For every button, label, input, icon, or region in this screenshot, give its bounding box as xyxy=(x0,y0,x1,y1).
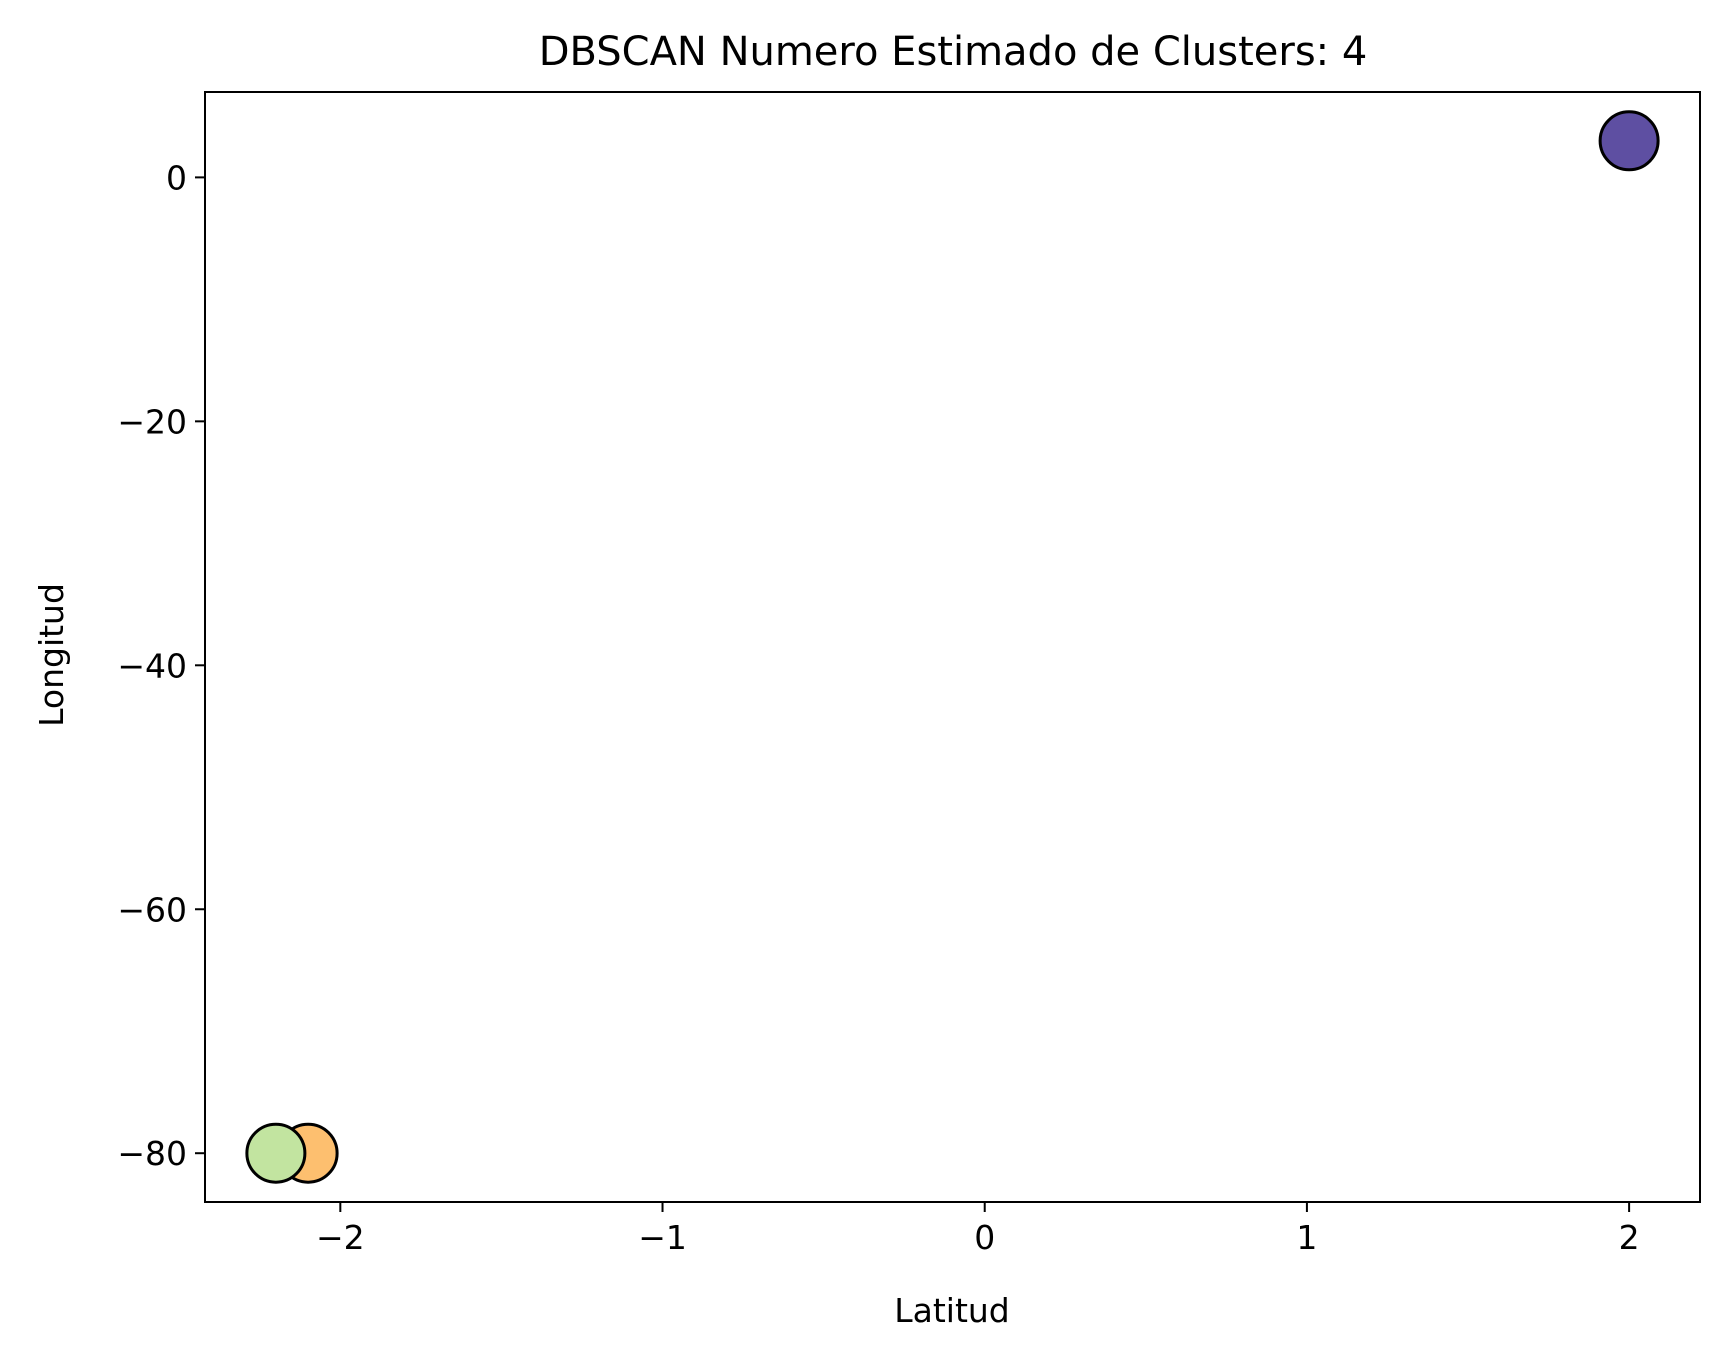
y-tick-label: −20 xyxy=(117,402,187,441)
y-tick-label: −80 xyxy=(117,1134,187,1173)
plot-area: −2 −1 0 1 2 0 −20 −40 −60 −80 xyxy=(117,91,1701,1257)
y-tick-label: 0 xyxy=(166,158,187,197)
y-axis: 0 −20 −40 −60 −80 xyxy=(117,158,205,1173)
plot-frame xyxy=(204,91,1701,1203)
y-tick-label: −60 xyxy=(117,890,187,929)
x-tick-label: −1 xyxy=(638,1218,687,1257)
chart-title: DBSCAN Numero Estimado de Clusters: 4 xyxy=(539,29,1368,75)
x-tick-label: 0 xyxy=(974,1218,995,1257)
x-tick-label: −2 xyxy=(316,1218,365,1257)
scatter-point xyxy=(245,1122,307,1184)
x-axis: −2 −1 0 1 2 xyxy=(316,1202,1640,1257)
x-tick-label: 1 xyxy=(1296,1218,1317,1257)
y-axis-label: Longitud xyxy=(32,583,71,727)
scatter-point xyxy=(1598,110,1660,172)
x-axis-label: Latitud xyxy=(894,1291,1010,1330)
x-tick-label: 2 xyxy=(1619,1218,1640,1257)
data-points xyxy=(245,110,1660,1184)
y-tick-label: −40 xyxy=(117,646,187,685)
